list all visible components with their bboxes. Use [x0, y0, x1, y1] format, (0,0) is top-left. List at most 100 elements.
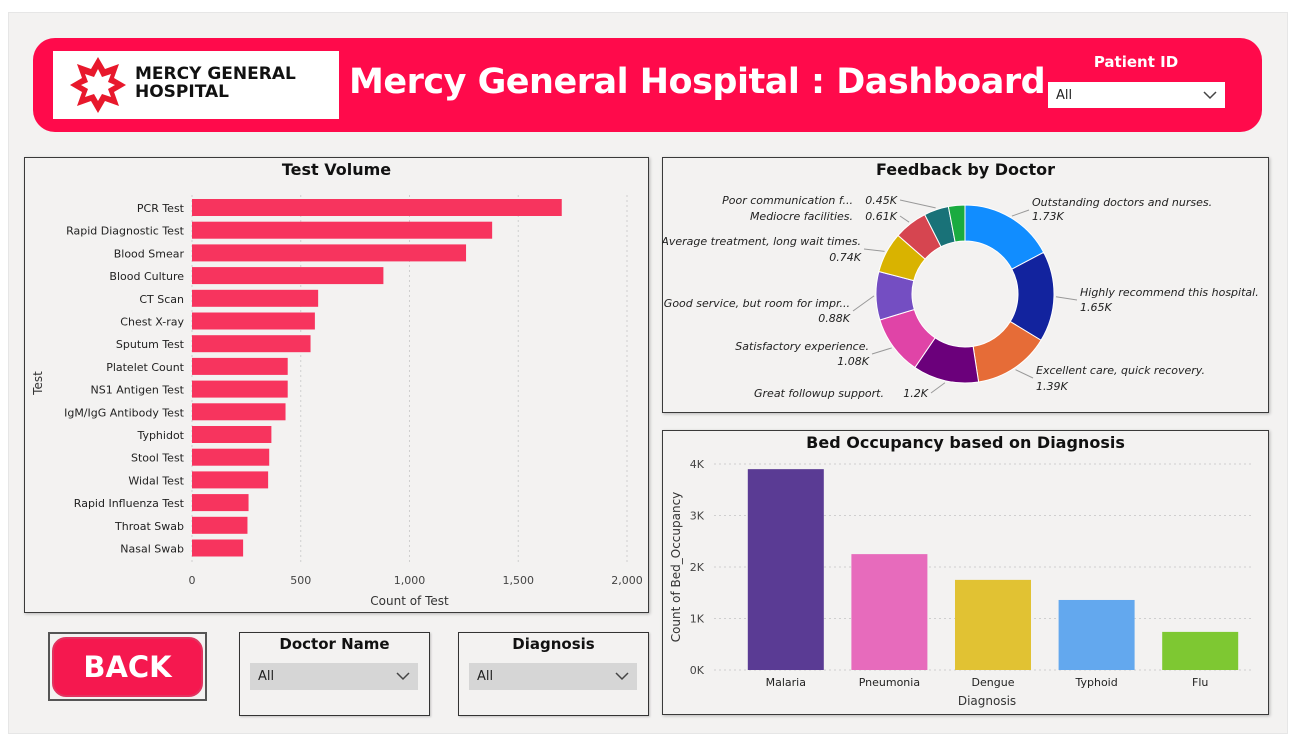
leader-line [852, 295, 875, 312]
patient-id-dropdown[interactable]: All [1048, 82, 1225, 108]
donut-label: Great followup support. [754, 387, 884, 400]
y-tick-label: 2K [690, 561, 705, 574]
doctor-name-label: Doctor Name [279, 635, 390, 653]
donut-value-label: 1.39K [1036, 380, 1068, 393]
leader-line [1011, 209, 1030, 217]
doctor-name-value: All [258, 669, 275, 684]
y-category-label: Typhidot [136, 429, 184, 442]
leader-line [1015, 369, 1034, 379]
donut-value-label: 0.45K [865, 194, 897, 207]
test-volume-chart: 0 500 1,000 1,500 2,000 PCR Test Rapid Diagnos… [31, 195, 643, 608]
x-category-label: Dengue [972, 676, 1015, 689]
bar [192, 448, 270, 466]
donut-value-label: 0.88K [818, 312, 850, 325]
doctor-name-dropdown[interactable]: All [250, 663, 418, 690]
x-category-label: Malaria [766, 676, 806, 689]
bar [851, 554, 928, 670]
y-category-label: Blood Culture [109, 270, 184, 283]
diagnosis-slicer: Diagnosis All [458, 632, 649, 716]
patient-id-label: Patient ID [1093, 53, 1179, 71]
y-tick-label: 1K [690, 613, 705, 626]
bed-occupancy-chart: 0K 1K 2K 3K 4K Malaria Pneumonia Dengue Typhoid F… [669, 458, 1252, 708]
donut-value-label: 0.74K [829, 251, 861, 264]
bar [192, 403, 286, 421]
donut-value-label: 1.08K [837, 355, 869, 368]
diagnosis-label: Diagnosis [512, 635, 595, 653]
x-axis-title: Count of Test [370, 594, 449, 608]
logo-text-line1: MERCY GENERAL [135, 64, 296, 84]
bed-occupancy-title: Bed Occupancy based on Diagnosis [806, 433, 1125, 452]
donut-value-label: 0.61K [865, 210, 897, 223]
bar [192, 426, 272, 443]
bar [1058, 599, 1135, 670]
doctor-name-slicer: Doctor Name All [239, 632, 430, 716]
logo-text: MERCY GENERAL HOSPITAL [135, 65, 296, 101]
diagnosis-value: All [477, 669, 494, 684]
y-category-label: Blood Smear [114, 247, 185, 260]
y-category-label: NS1 Antigen Test [91, 384, 185, 397]
y-category-label: Chest X-ray [120, 316, 184, 329]
logo-text-line2: HOSPITAL [135, 82, 229, 102]
leader-line [1055, 296, 1078, 301]
bar [192, 516, 248, 534]
bar [192, 494, 249, 512]
patient-id-value: All [1056, 87, 1073, 103]
bar [747, 469, 824, 670]
feedback-donut-chart: Outstanding doctors and nurses.1.73K High… [662, 194, 1259, 400]
y-tick-label: 3K [690, 510, 705, 523]
leader-line [899, 199, 936, 209]
bar [192, 244, 467, 262]
y-tick-label: 0K [690, 664, 705, 677]
y-category-label: CT Scan [139, 293, 184, 306]
y-category-label: Throat Swab [114, 520, 184, 533]
donut-label: Poor communication f... [722, 194, 853, 207]
feedback-title: Feedback by Doctor [875, 160, 1056, 179]
y-category-label: Widal Test [128, 474, 184, 487]
donut-value-label: 1.73K [1032, 210, 1064, 223]
leader-line [930, 382, 946, 394]
donut-label: Average treatment, long wait times. [662, 235, 861, 248]
leader-line [899, 215, 910, 223]
donut-label: Outstanding doctors and nurses. [1032, 196, 1212, 209]
donut-label: Mediocre facilities. [750, 210, 853, 223]
chevron-down-icon [1203, 90, 1217, 99]
leader-line [871, 347, 892, 355]
y-category-label: Nasal Swab [120, 543, 184, 556]
hospital-logo: MERCY GENERAL HOSPITAL [53, 51, 339, 119]
star-logo-icon [70, 57, 126, 113]
bar [955, 579, 1031, 670]
y-category-label: Platelet Count [106, 361, 184, 374]
back-button[interactable]: BACK [52, 637, 203, 697]
donut-label: Highly recommend this hospital. [1080, 286, 1259, 299]
diagnosis-dropdown[interactable]: All [469, 663, 637, 690]
y-axis-title: Test [31, 371, 45, 396]
bar [192, 380, 288, 398]
chevron-down-icon [615, 672, 629, 681]
bar [192, 221, 493, 239]
y-category-label: PCR Test [137, 202, 185, 215]
y-category-label: Sputum Test [116, 338, 185, 351]
x-axis-title: Diagnosis [958, 694, 1016, 708]
y-tick-label: 4K [690, 458, 705, 471]
page-title: Mercy General Hospital : Dashboard [349, 62, 1046, 102]
x-tick-label: 2,000 [611, 574, 643, 587]
donut-value-label: 1.65K [1080, 301, 1112, 314]
donut-label: Excellent care, quick recovery. [1036, 364, 1205, 377]
bar [192, 357, 288, 375]
leader-line [863, 248, 885, 252]
x-tick-label: 1,000 [394, 574, 426, 587]
x-tick-label: 1,500 [503, 574, 535, 587]
x-category-label: Flu [1192, 676, 1208, 689]
donut-label: Satisfactory experience. [735, 340, 869, 353]
x-tick-label: 500 [290, 574, 311, 587]
bar [1162, 631, 1239, 670]
y-axis-title: Count of Bed_Occupancy [669, 492, 683, 643]
donut-label: Good service, but room for impr... [664, 297, 850, 310]
donut-value-label: 1.2K [903, 387, 928, 400]
y-category-label: IgM/IgG Antibody Test [64, 406, 185, 419]
bar [192, 199, 562, 216]
bar [192, 471, 269, 489]
x-category-label: Pneumonia [859, 676, 920, 689]
y-category-label: Rapid Influenza Test [74, 497, 185, 510]
donut-slice [947, 204, 966, 243]
